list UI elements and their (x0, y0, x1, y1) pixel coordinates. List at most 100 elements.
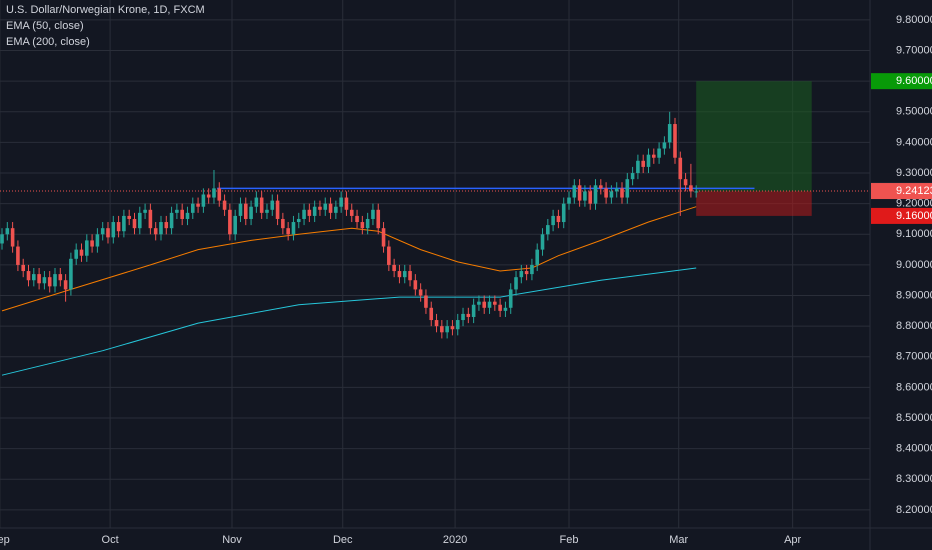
candle-body (519, 271, 524, 278)
candle-body (535, 249, 540, 265)
candle-body (122, 215, 126, 232)
candle-body (455, 320, 460, 330)
y-tick-label: 8.40000 (896, 443, 932, 455)
candle-body (323, 203, 328, 210)
y-tick-label: 9.30000 (896, 167, 932, 179)
y-tick-label: 8.50000 (896, 412, 932, 424)
candle-body (609, 191, 614, 198)
candle-body (450, 326, 455, 330)
candle-body (286, 228, 290, 235)
candle-body (185, 212, 190, 219)
candle-body (620, 188, 624, 198)
candle-body (100, 228, 105, 235)
candle-body (0, 234, 4, 244)
candle-body (26, 271, 31, 281)
plot-area (0, 0, 870, 528)
axes: 9.80000 9.70000 9.60000 9.50000 9.40000 9.300… (0, 14, 932, 546)
price-label-bg (871, 207, 932, 224)
legend-entry: EMA (50, close) (6, 20, 84, 32)
candle-body (641, 160, 646, 167)
candle-body (169, 212, 174, 229)
candle-body (667, 124, 672, 143)
candle-body (397, 271, 402, 278)
candle-body (334, 206, 338, 213)
candle-body (503, 307, 508, 311)
candle-body (540, 234, 545, 250)
candle-body (254, 197, 259, 207)
candle-body (281, 218, 285, 229)
candle-body (392, 264, 396, 272)
legend-entry: EMA (200, close) (6, 36, 90, 48)
y-tick-label: 9.00000 (896, 259, 932, 271)
y-tick-label: 8.30000 (896, 473, 932, 485)
y-tick-label: 8.70000 (896, 351, 932, 363)
y-tick-label: 8.90000 (896, 289, 932, 301)
ema-line (1, 206, 697, 312)
candle-body (482, 301, 487, 308)
candle-body (546, 225, 550, 235)
x-tick-label: Dec (333, 534, 353, 546)
candle-body (53, 274, 57, 287)
candle-body (402, 271, 407, 278)
candle-body (270, 200, 275, 210)
candle-body (116, 222, 121, 232)
candle-body (233, 215, 237, 235)
candle-body (153, 228, 158, 235)
candle-body (302, 209, 306, 219)
candle-body (63, 280, 68, 290)
candle-body (5, 228, 10, 235)
candle-body (381, 228, 386, 247)
candle-body (296, 218, 301, 223)
candle-body (365, 218, 370, 229)
candle-body (461, 313, 465, 321)
candle-body (662, 142, 667, 149)
candle-body (307, 209, 312, 216)
candle-body (530, 264, 534, 275)
candle-body (604, 188, 608, 198)
candle-body (212, 188, 216, 198)
candle-body (360, 222, 365, 229)
candle-body (593, 185, 598, 204)
x-tick-label: Nov (222, 534, 242, 546)
candle-body (371, 209, 375, 219)
candle-body (111, 222, 116, 238)
candle-body (683, 179, 688, 186)
candle-body (259, 197, 264, 213)
candle-body (339, 197, 343, 207)
candle-body (84, 240, 89, 256)
candle-body (567, 197, 571, 204)
candle-body (599, 185, 603, 189)
candle-body (79, 249, 84, 256)
candle-body (16, 246, 20, 265)
candle-body (291, 222, 296, 235)
candle-body (418, 289, 423, 296)
candle-body (561, 203, 566, 223)
candle-body (328, 203, 333, 213)
candle-body (524, 271, 529, 275)
candle-body (243, 203, 248, 219)
candle-body (201, 194, 206, 207)
y-tick-label: 9.10000 (896, 228, 932, 240)
candle-body (275, 200, 280, 219)
y-tick-label: 8.20000 (896, 504, 932, 516)
price-label: 9.16000 (896, 210, 932, 222)
candle-body (355, 215, 359, 223)
candle-body (440, 326, 444, 333)
x-tick-label: Sep (0, 534, 10, 546)
candle-body (132, 218, 137, 229)
candle-body (646, 154, 651, 167)
candle-body (493, 301, 497, 305)
y-tick-label: 9.50000 (896, 106, 932, 118)
candle-body (74, 249, 79, 259)
candle-body (318, 206, 322, 210)
legend-title: U.S. Dollar/Norwegian Krone, 1D, FXCM (6, 4, 205, 16)
ema-line (1, 267, 697, 376)
price-label: 9.24123 (896, 185, 932, 197)
candle-body (614, 188, 619, 192)
candle-body (47, 277, 52, 287)
candle-body (69, 258, 73, 290)
candle-body (222, 200, 227, 210)
candle-body (376, 209, 381, 229)
candle-body (551, 215, 555, 226)
